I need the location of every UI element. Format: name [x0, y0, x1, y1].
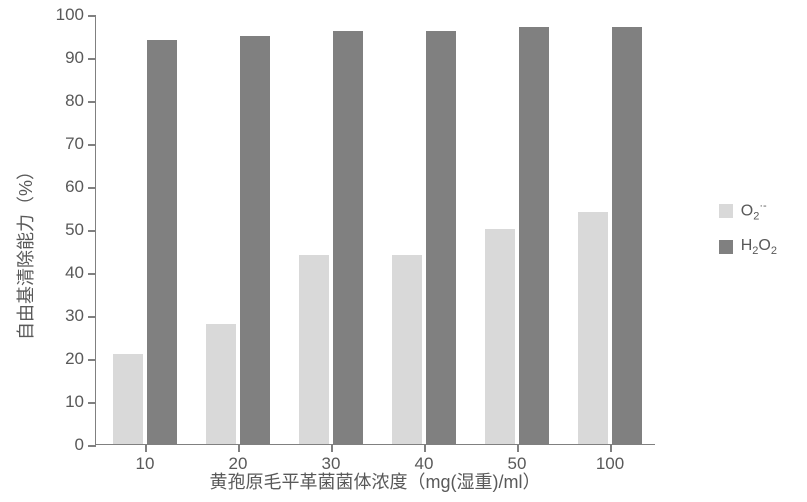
x-tick	[331, 444, 333, 452]
y-tick-label: 10	[65, 392, 84, 412]
bar	[392, 255, 422, 444]
legend-label: O2·-	[741, 200, 767, 223]
chart-container: 自由基清除能力（%） 01020304050607080901001020304…	[0, 0, 807, 502]
bar	[206, 324, 236, 444]
plot-area: 01020304050607080901001020304050100	[95, 15, 655, 445]
legend-swatch	[719, 240, 733, 254]
x-tick	[424, 444, 426, 452]
y-tick-label: 20	[65, 349, 84, 369]
x-tick	[238, 444, 240, 452]
y-tick-label: 80	[65, 91, 84, 111]
x-tick-label: 100	[596, 454, 624, 474]
y-tick	[88, 15, 96, 17]
bar	[240, 36, 270, 445]
x-tick-label: 10	[136, 454, 155, 474]
y-axis-title: 自由基清除能力（%）	[12, 162, 38, 340]
y-tick	[88, 402, 96, 404]
bar	[519, 27, 549, 444]
y-tick-label: 50	[65, 220, 84, 240]
y-tick-label: 40	[65, 263, 84, 283]
legend-item: H2O2	[719, 237, 777, 257]
bar	[299, 255, 329, 444]
bar	[578, 212, 608, 444]
y-tick	[88, 445, 96, 447]
legend: O2·- H2O2	[719, 200, 777, 271]
y-tick-label: 100	[56, 5, 84, 25]
bar	[485, 229, 515, 444]
legend-item: O2·-	[719, 200, 777, 223]
y-tick-label: 30	[65, 306, 84, 326]
y-tick-label: 60	[65, 177, 84, 197]
x-tick	[610, 444, 612, 452]
y-tick	[88, 187, 96, 189]
bar	[612, 27, 642, 444]
bar	[147, 40, 177, 444]
x-axis-title: 黄孢原毛平革菌菌体浓度（mg(湿重)/ml）	[210, 468, 541, 494]
bar	[333, 31, 363, 444]
y-tick-label: 0	[75, 435, 84, 455]
bar	[426, 31, 456, 444]
y-tick	[88, 230, 96, 232]
legend-label: H2O2	[741, 237, 777, 257]
y-tick	[88, 273, 96, 275]
y-tick	[88, 101, 96, 103]
legend-swatch	[719, 204, 733, 218]
y-tick-label: 70	[65, 134, 84, 154]
y-tick	[88, 316, 96, 318]
y-tick	[88, 144, 96, 146]
y-tick	[88, 58, 96, 60]
y-tick-label: 90	[65, 48, 84, 68]
y-tick	[88, 359, 96, 361]
x-tick	[517, 444, 519, 452]
x-tick	[145, 444, 147, 452]
bar	[113, 354, 143, 444]
